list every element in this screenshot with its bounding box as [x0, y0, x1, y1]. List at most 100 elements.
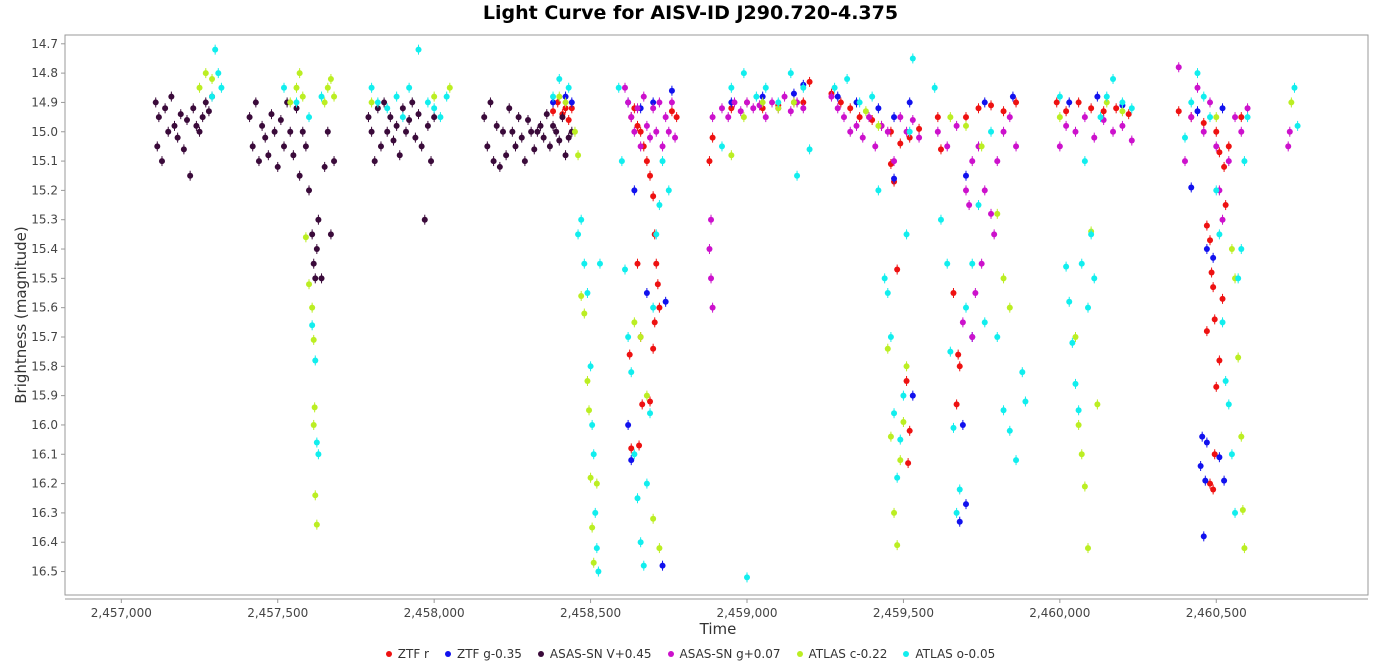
data-point	[950, 290, 957, 297]
data-point	[903, 377, 910, 384]
data-point	[415, 46, 422, 53]
data-point	[621, 84, 628, 91]
data-point	[1022, 398, 1029, 405]
data-point	[1216, 149, 1223, 156]
data-point	[546, 143, 553, 150]
data-point	[1094, 401, 1101, 408]
data-point	[1013, 457, 1020, 464]
x-axis-title: Time	[699, 620, 737, 638]
data-point	[1200, 128, 1207, 135]
data-point	[728, 105, 735, 112]
data-point	[196, 84, 203, 91]
data-point	[994, 158, 1001, 165]
data-point	[1006, 304, 1013, 311]
data-point	[587, 474, 594, 481]
data-point	[312, 275, 319, 282]
data-point	[318, 93, 325, 100]
data-point	[399, 114, 406, 121]
data-point	[1219, 319, 1226, 326]
data-point	[310, 336, 317, 343]
y-tick-label: 15.5	[31, 271, 58, 285]
data-point	[759, 99, 766, 106]
data-point	[631, 319, 638, 326]
data-point	[302, 234, 309, 241]
data-point	[969, 260, 976, 267]
data-point	[218, 84, 225, 91]
data-point	[296, 70, 303, 77]
data-point	[431, 105, 438, 112]
data-point	[1219, 105, 1226, 112]
data-point	[653, 231, 660, 238]
data-point	[944, 143, 951, 150]
data-point	[1000, 128, 1007, 135]
data-point	[1113, 105, 1120, 112]
data-point	[290, 152, 297, 159]
data-point	[1222, 377, 1229, 384]
data-point	[847, 128, 854, 135]
data-point	[937, 216, 944, 223]
data-point	[988, 210, 995, 217]
data-point	[1222, 202, 1229, 209]
data-point	[199, 114, 206, 121]
data-point	[884, 290, 891, 297]
data-point	[639, 401, 646, 408]
data-point	[593, 545, 600, 552]
data-point	[1066, 99, 1073, 106]
data-point	[709, 114, 716, 121]
data-point	[168, 93, 175, 100]
data-point	[794, 172, 801, 179]
data-point	[897, 140, 904, 147]
x-tick-label: 2,459,500	[873, 606, 934, 620]
data-point	[1056, 143, 1063, 150]
data-point	[1244, 105, 1251, 112]
data-point	[327, 231, 334, 238]
data-point	[656, 545, 663, 552]
data-point	[900, 392, 907, 399]
data-point	[668, 87, 675, 94]
data-point	[1238, 128, 1245, 135]
data-point	[1119, 99, 1126, 106]
data-point	[806, 78, 813, 85]
data-point	[537, 122, 544, 129]
data-point	[515, 114, 522, 121]
data-point	[190, 105, 197, 112]
data-point	[1207, 480, 1214, 487]
data-point	[399, 105, 406, 112]
data-point	[1203, 222, 1210, 229]
data-point	[481, 114, 488, 121]
data-point	[575, 152, 582, 159]
data-point	[800, 84, 807, 91]
y-tick-label: 16.1	[31, 447, 58, 461]
data-point	[894, 542, 901, 549]
data-point	[158, 158, 165, 165]
legend-swatch	[903, 651, 910, 657]
chart-title: Light Curve for AISV-ID J290.720-4.375	[482, 2, 899, 24]
data-point	[503, 152, 510, 159]
y-tick-label: 15.2	[31, 183, 58, 197]
data-point	[709, 134, 716, 141]
data-point	[209, 75, 216, 82]
data-point	[1181, 134, 1188, 141]
data-point	[550, 99, 557, 106]
data-point	[887, 333, 894, 340]
data-point	[368, 84, 375, 91]
data-point	[903, 231, 910, 238]
data-point	[853, 122, 860, 129]
data-point	[994, 210, 1001, 217]
data-point	[1081, 114, 1088, 121]
data-point	[205, 108, 212, 115]
data-point	[1103, 93, 1110, 100]
data-point	[1125, 111, 1132, 118]
y-tick-label: 15.4	[31, 242, 58, 256]
data-point	[309, 304, 316, 311]
data-point	[390, 137, 397, 144]
data-point	[1075, 99, 1082, 106]
legend-item: ASAS-SN g+0.07	[667, 647, 781, 661]
data-point	[1000, 407, 1007, 414]
data-point	[306, 281, 313, 288]
data-point	[1199, 433, 1206, 440]
data-point	[1225, 143, 1232, 150]
data-point	[1216, 231, 1223, 238]
data-point	[636, 442, 643, 449]
data-point	[640, 562, 647, 569]
